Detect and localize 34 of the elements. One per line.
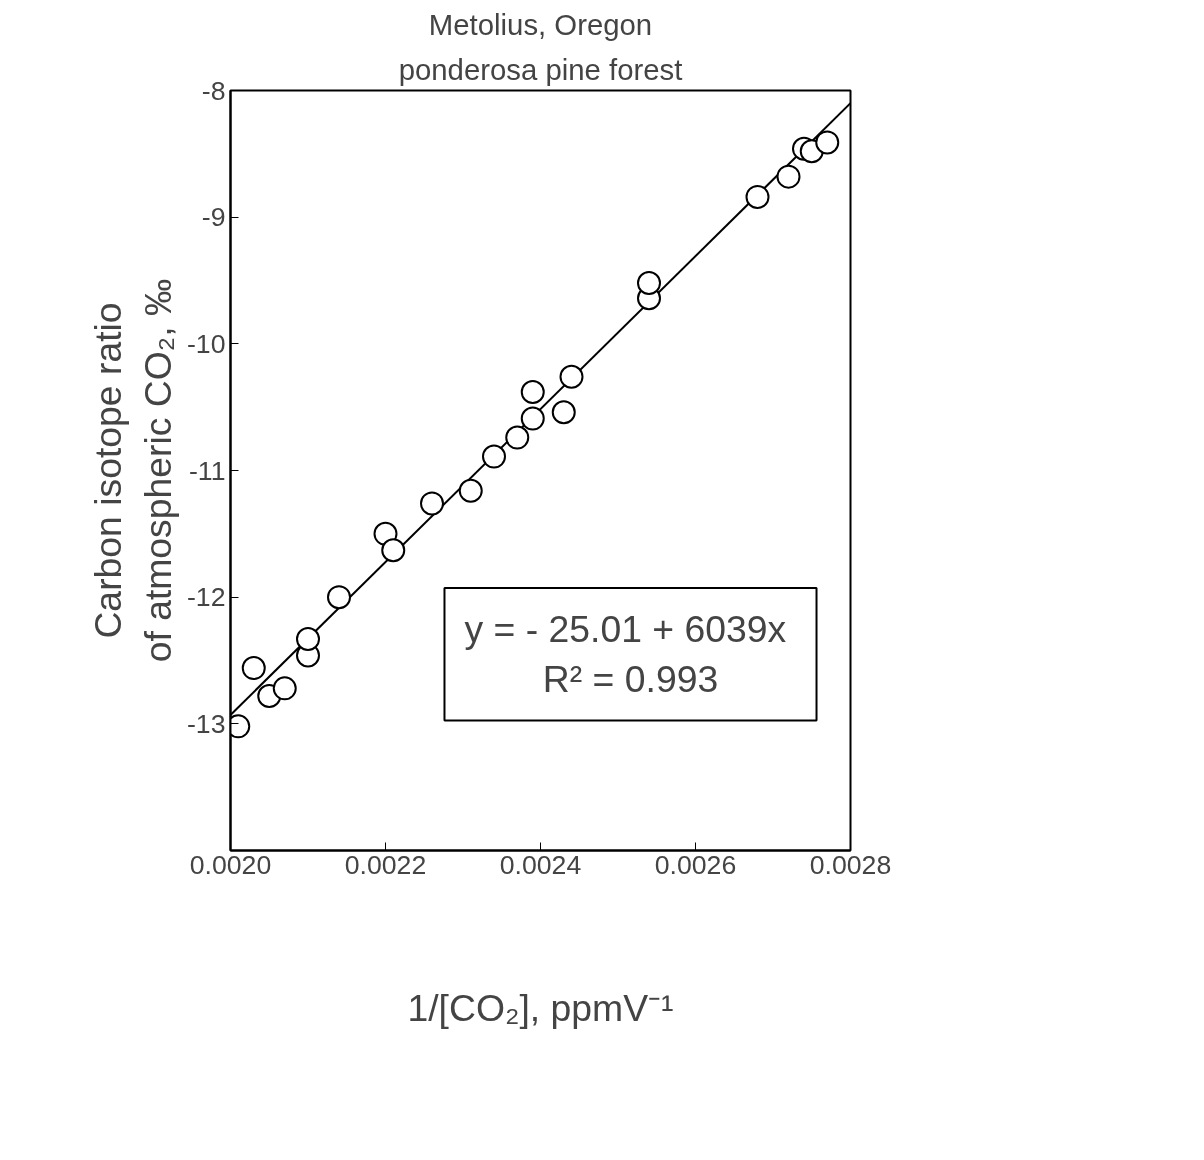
chart-title: Metolius, Oregon [428,7,653,41]
annotation: y = - 25.01 + 6039x [464,608,787,651]
point [505,425,530,450]
x-tick-label: 0.0024 [499,849,582,880]
y-tick-label: -8 [201,75,226,106]
point [637,271,661,296]
point [815,130,840,155]
point [551,400,576,425]
point [520,406,545,431]
point [745,184,770,209]
point [296,626,320,651]
y-tick-label: -13 [186,708,226,739]
point [381,538,406,563]
point [420,491,444,516]
point [482,444,506,469]
point [327,585,351,610]
point [520,379,545,404]
y-tick-label: -12 [186,582,226,613]
y-tick-label: -11 [188,455,226,486]
y-tick-label: -10 [186,328,226,359]
x-tick-label: 0.0022 [344,849,427,880]
point [559,364,584,389]
x-axis-title: 1/[CO₂], ppmV⁻¹ [407,986,674,1029]
point [776,164,801,189]
point [272,676,297,701]
x-tick-label: 0.0026 [654,849,737,880]
annotation: R² = 0.993 [542,658,719,701]
x-tick-label: 0.0028 [809,849,892,880]
y-tick-label: -9 [201,202,226,233]
chart-subtitle: ponderosa pine forest [398,52,683,86]
x-tick-label: 0.0020 [189,849,272,880]
point [241,656,266,681]
y-axis-title: Carbon isotope ratio of atmospheric CO₂, ‰ [86,278,179,663]
point [458,478,483,503]
